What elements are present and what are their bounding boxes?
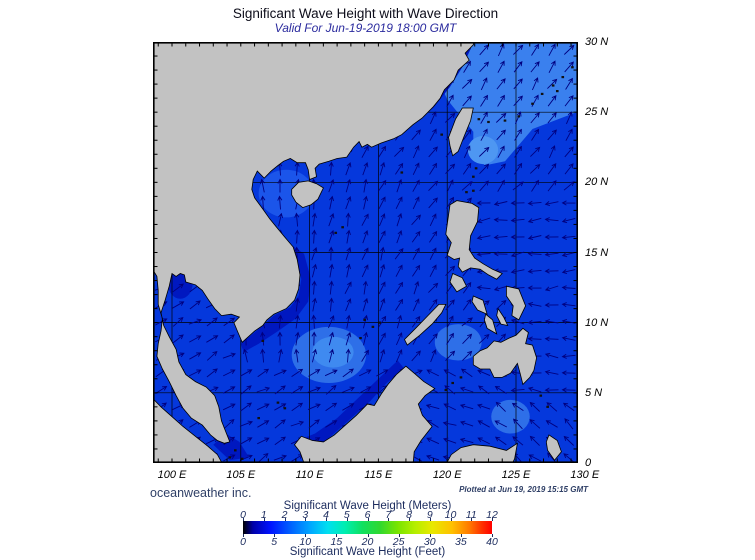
colorbar-feet-tick-15: 15: [330, 536, 343, 548]
chart-title: Significant Wave Height with Wave Direct…: [232, 6, 499, 21]
feet-tick-mark: [492, 534, 493, 537]
meter-tick-mark: [367, 518, 369, 521]
credit-text: oceanweather inc.: [150, 486, 252, 500]
lat-label-30n: 30 N: [585, 36, 609, 48]
lon-label-130e: 130 E: [570, 469, 600, 481]
colorbar-meter-tick-2: 2: [281, 509, 288, 521]
map-frame: [153, 42, 578, 463]
meter-tick-mark: [284, 518, 286, 521]
colorbar-feet-tick-20: 20: [361, 536, 374, 548]
colorbar-meter-tick-6: 6: [364, 509, 371, 521]
lon-label-110e: 110 E: [295, 469, 324, 481]
meter-tick-mark: [305, 518, 307, 521]
colorbar-meter-tick-4: 4: [323, 509, 329, 521]
colorbar-meter-tick-11: 11: [465, 509, 477, 521]
colorbar-meter-tick-3: 3: [302, 509, 309, 521]
colorbar-meter-tick-9: 9: [426, 509, 433, 521]
meter-tick-mark: [388, 518, 390, 521]
meter-tick-mark: [429, 518, 431, 521]
meter-tick-mark: [471, 518, 473, 521]
lat-label-0: 0: [585, 457, 592, 470]
feet-tick-mark: [274, 534, 276, 537]
feet-tick-mark: [429, 534, 431, 537]
lon-label-105e: 105 E: [226, 469, 256, 481]
colorbar-feet-tick-0: 0: [240, 536, 246, 548]
meter-tick-mark: [263, 518, 265, 521]
colorbar-meter-tick-1: 1: [260, 509, 267, 521]
meter-tick-mark: [346, 518, 348, 521]
feet-tick-mark: [243, 534, 244, 537]
colorbar-meter-tick-8: 8: [406, 509, 412, 521]
lat-label-25n: 25 N: [585, 106, 609, 119]
colorbar-meter-tick-10: 10: [444, 509, 457, 521]
colorbar-title-feet: Significant Wave Height (Feet): [289, 546, 446, 558]
colorbar-meter-tick-0: 0: [240, 509, 246, 521]
colorbar-feet-tick-40: 40: [486, 536, 498, 548]
lon-label-125e: 125 E: [501, 469, 531, 481]
colorbar-meter-tick-7: 7: [385, 509, 392, 521]
feet-tick-mark: [398, 534, 400, 537]
colorbar-feet-tick-5: 5: [271, 536, 278, 548]
lat-label-15n: 15 N: [585, 246, 609, 259]
feet-tick-mark: [305, 534, 307, 537]
colorbar-gradient: [243, 521, 492, 534]
colorbar-feet-tick-30: 30: [423, 536, 436, 548]
colorbar-meter-tick-12: 12: [486, 509, 498, 521]
colorbar-title-meters: Significant Wave Height (Meters): [283, 500, 452, 512]
lon-label-120e: 120 E: [432, 469, 462, 481]
lat-label-5n: 5 N: [585, 386, 603, 399]
meter-tick-mark: [492, 518, 493, 521]
lon-label-100e: 100 E: [157, 469, 187, 481]
feet-tick-mark: [367, 534, 369, 537]
colorbar-feet-tick-35: 35: [455, 536, 467, 548]
colorbar-feet-tick-25: 25: [392, 536, 405, 548]
lon-label-115e: 115 E: [364, 469, 393, 481]
feet-tick-mark: [460, 534, 462, 537]
plotted-timestamp: Plotted at Jun 19, 2019 15:15 GMT: [459, 485, 588, 494]
feet-tick-mark: [336, 534, 338, 537]
meter-tick-mark: [450, 518, 452, 521]
lat-label-10n: 10 N: [585, 316, 609, 329]
colorbar-feet-tick-10: 10: [299, 536, 312, 548]
chart-valid-time: Valid For Jun-19-2019 18:00 GMT: [274, 21, 457, 35]
lat-label-20n: 20 N: [585, 176, 609, 189]
meter-tick-mark: [243, 518, 244, 521]
colorbar-meter-tick-5: 5: [343, 509, 350, 521]
meter-tick-mark: [326, 518, 327, 521]
meter-tick-mark: [409, 518, 410, 521]
wave-height-map: [153, 42, 578, 463]
